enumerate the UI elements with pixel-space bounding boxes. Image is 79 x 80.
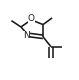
Text: N: N [23, 31, 29, 40]
Text: O: O [28, 14, 35, 23]
